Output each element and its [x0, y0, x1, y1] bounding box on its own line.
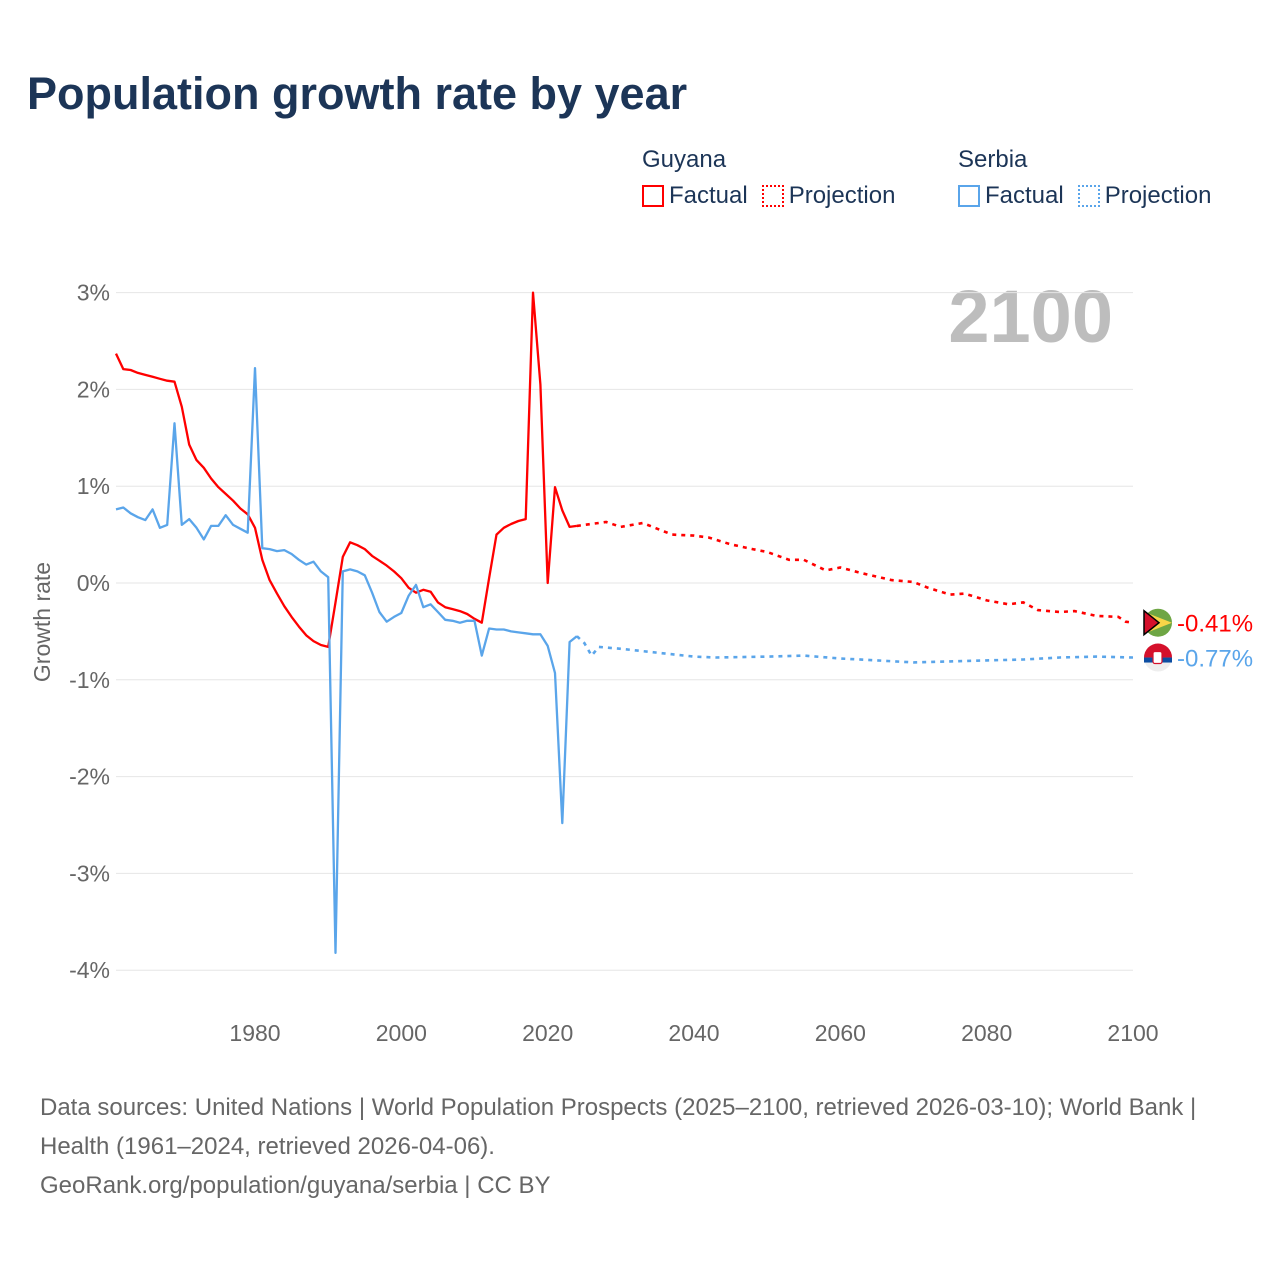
x-tick-label: 1980 — [229, 1020, 280, 1046]
guyana-end-label: -0.41% — [1177, 611, 1253, 638]
flag-triangle — [1143, 609, 1161, 637]
x-tick-label: 2040 — [668, 1020, 719, 1046]
legend-label: Factual — [985, 182, 1064, 209]
y-tick-label: -4% — [69, 957, 110, 983]
x-tick-label: 2100 — [1107, 1020, 1158, 1046]
y-axis-label: Growth rate — [29, 562, 55, 682]
y-tick-label: -1% — [69, 667, 110, 693]
legend-guyana-projection[interactable]: Projection — [761, 182, 896, 210]
data-sources: Data sources: United Nations | World Pop… — [40, 1094, 1197, 1160]
y-tick-label: 1% — [77, 473, 110, 499]
serbia-projection-line — [576, 635, 1134, 664]
guyana-factual-line — [114, 291, 578, 649]
legend-guyana-factual[interactable]: Factual — [642, 182, 748, 210]
legend-label: Projection — [788, 182, 896, 209]
footer: Data sources: United Nations | World Pop… — [40, 1088, 1240, 1205]
x-tick-label: 2080 — [961, 1020, 1012, 1046]
credit-link[interactable]: GeoRank.org/population/guyana/serbia | C… — [40, 1172, 551, 1199]
page-title: Population growth rate by year — [27, 68, 688, 119]
y-tick-label: -2% — [69, 764, 110, 790]
legend-swatch-solid — [958, 185, 980, 207]
legend-guyana: Guyana Factual Projection — [642, 146, 895, 210]
guyana-flag-icon — [1143, 608, 1172, 637]
y-tick-label: 2% — [77, 376, 110, 402]
plot-area: 2100 Growth rate 3% 2% 1% 0% -1% -2% -3% -4% 198… — [29, 275, 1253, 1046]
legend-swatch-solid — [642, 185, 664, 207]
flag-crest — [1152, 650, 1163, 665]
legend-serbia-projection[interactable]: Projection — [1077, 182, 1212, 210]
legend-label: Projection — [1104, 182, 1212, 209]
y-tick-label: 0% — [77, 570, 110, 596]
x-tick-label: 2000 — [376, 1020, 427, 1046]
legend-swatch-dotted — [1077, 185, 1100, 207]
guyana-projection-line — [576, 520, 1134, 624]
year-watermark: 2100 — [948, 275, 1113, 358]
serbia-flag-icon — [1144, 643, 1172, 672]
x-tick-label: 2060 — [815, 1020, 866, 1046]
legend-serbia: Serbia Factual Projection — [958, 146, 1211, 210]
x-tick-label: 2020 — [522, 1020, 573, 1046]
legend-group-name: Serbia — [958, 146, 1028, 173]
flag-red — [1144, 643, 1172, 658]
legend-swatch-dotted — [761, 185, 784, 207]
serbia-factual-line — [115, 366, 578, 954]
serbia-end-label: -0.77% — [1177, 646, 1253, 673]
y-tick-label: 3% — [77, 280, 110, 306]
legend-group-name: Guyana — [642, 146, 727, 173]
legend-label: Factual — [669, 182, 748, 209]
legend-serbia-factual[interactable]: Factual — [958, 182, 1064, 210]
y-tick-label: -3% — [69, 860, 110, 886]
